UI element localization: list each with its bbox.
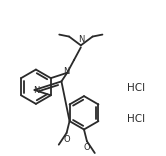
Text: HCl: HCl (127, 83, 145, 93)
Text: N: N (63, 67, 69, 76)
Text: O: O (63, 135, 70, 144)
Text: N: N (78, 35, 84, 44)
Text: N: N (33, 86, 39, 95)
Text: HCl: HCl (127, 114, 145, 124)
Text: O: O (84, 143, 90, 152)
